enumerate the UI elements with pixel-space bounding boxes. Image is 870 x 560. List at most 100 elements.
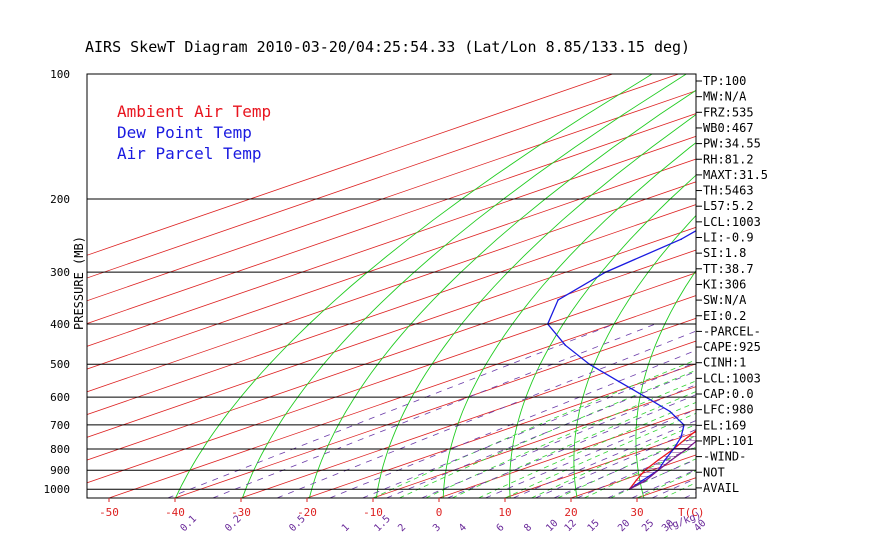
dew-point-temp-point <box>680 238 682 240</box>
air-parcel-temp-point <box>670 459 673 461</box>
isotherm-line <box>87 249 696 461</box>
index-item: AVAIL <box>703 481 739 495</box>
mixing-ratio-line <box>513 420 696 498</box>
mixing-ratio-line <box>212 323 656 498</box>
index-item: -PARCEL- <box>703 324 761 338</box>
dew-point-temp-point <box>642 479 644 481</box>
legend-dew-point-temp: Dew Point Temp <box>117 123 252 142</box>
isotherm-line <box>87 74 679 279</box>
index-item: LFC:980 <box>703 403 754 417</box>
ambient-air-temp-point <box>657 459 660 461</box>
isotherm-line <box>306 363 696 498</box>
dew-point-temp-point <box>664 459 666 461</box>
index-item: TH:5463 <box>703 184 754 198</box>
bottom-temp-label: -30 <box>231 506 251 519</box>
mixing-ratio-line <box>607 458 696 498</box>
ambient-air-temp-point <box>760 363 762 365</box>
mixing-ratio-label: 25 <box>640 518 656 534</box>
isotherm-line <box>87 158 696 370</box>
bottom-temp-label: -40 <box>165 506 185 519</box>
legend-ambient-air-temp: Ambient Air Temp <box>117 102 271 121</box>
pressure-tick-label: 700 <box>50 419 70 432</box>
bottom-temp-label: -10 <box>363 506 383 519</box>
ambient-air-temp-point <box>776 344 778 346</box>
isotherm-line <box>240 340 696 498</box>
mixing-ratio-label: 10 <box>544 518 560 534</box>
dew-point-temp-point <box>669 410 671 413</box>
dew-point-temp-point <box>617 380 620 383</box>
pressure-tick-label: 600 <box>50 391 70 404</box>
isotherm-line <box>87 113 696 324</box>
mixing-ratio-label: 8 <box>522 522 534 534</box>
legend: Ambient Air Temp Dew Point Temp Air Parc… <box>117 102 271 163</box>
bottom-temp-label: -20 <box>297 506 317 519</box>
mixing-ratio-line <box>485 409 696 498</box>
air-parcel-temp-point <box>700 437 702 439</box>
cape-hatch-segment <box>809 272 870 300</box>
isotherm-line <box>174 317 696 498</box>
mixing-ratio-line <box>329 349 696 498</box>
dry-adiabat-line <box>375 114 696 498</box>
moist-adiabat-line <box>478 402 696 498</box>
index-item: MAXT:31.5 <box>703 168 768 182</box>
dry-adiabat-line <box>754 74 870 498</box>
index-item: -WIND- <box>703 450 746 464</box>
index-item: TT:38.7 <box>703 262 754 276</box>
dew-point-temp-point <box>680 436 682 439</box>
dry-adiabat-line <box>635 269 696 498</box>
cape-hatch-segment <box>645 459 672 471</box>
index-item: CAPE:925 <box>703 340 761 354</box>
ambient-air-temp-point <box>791 323 793 325</box>
air-parcel-temp-point <box>854 299 856 301</box>
cape-hatch-segment <box>673 437 696 449</box>
cape-hatch-segment <box>636 470 659 480</box>
isotherm-line <box>835 74 870 498</box>
index-item: NOT <box>703 465 725 479</box>
index-item: MPL:101 <box>703 434 754 448</box>
index-item: MW:N/A <box>703 90 747 104</box>
mixing-ratio-label: 1 <box>340 522 352 534</box>
bottom-temp-label: 10 <box>498 506 511 519</box>
index-item: LI:-0.9 <box>703 231 754 245</box>
moist-adiabat-line <box>399 369 696 498</box>
index-item: L57:5.2 <box>703 199 754 213</box>
index-item: CAP:0.0 <box>703 387 754 401</box>
index-item: WB0:467 <box>703 121 754 135</box>
cape-hatch-segment <box>777 324 832 345</box>
dry-adiabat-line <box>509 174 696 498</box>
isotherm-line <box>87 272 696 484</box>
cape-hatch-segment <box>761 345 810 364</box>
dry-adiabat-line <box>573 214 696 498</box>
pressure-tick-label: 100 <box>50 68 70 81</box>
pressure-tick-label: 200 <box>50 193 70 206</box>
temp-unit-label: T(C) <box>678 506 705 519</box>
index-item: LCL:1003 <box>703 215 761 229</box>
dew-point-temp-point <box>814 174 816 176</box>
air-parcel-temp-line <box>629 440 696 490</box>
air-parcel-temp-point <box>766 381 768 383</box>
index-item: PW:34.55 <box>703 137 761 151</box>
dry-adiabat-line <box>442 142 696 498</box>
bottom-temp-label: 30 <box>630 506 643 519</box>
cape-hatch-segment <box>833 239 870 272</box>
index-item: LCL:1003 <box>703 371 761 385</box>
dry-adiabat-line <box>241 74 687 498</box>
mixing-ratio-line <box>386 370 696 498</box>
bottom-temp-label: 20 <box>564 506 577 519</box>
mixing-ratio-line <box>447 394 696 498</box>
isotherm-line <box>372 386 696 498</box>
cape-hatch-segment <box>658 449 687 460</box>
isotherm-line <box>87 226 696 438</box>
ambient-air-temp-point <box>833 271 835 273</box>
background-lines <box>87 74 870 498</box>
cape-hatch-segment <box>866 199 870 239</box>
y-axis-label: PRESSURE (MB) <box>72 236 86 330</box>
ambient-air-temp-point <box>865 238 867 240</box>
dry-adiabat-line <box>865 74 870 498</box>
bottom-temp-label: -50 <box>99 506 119 519</box>
isotherm-line <box>87 204 696 415</box>
isotherm-line <box>108 295 696 498</box>
mixing-ratio-label: 4 <box>457 522 469 534</box>
mixing-ratio-line <box>421 384 696 498</box>
